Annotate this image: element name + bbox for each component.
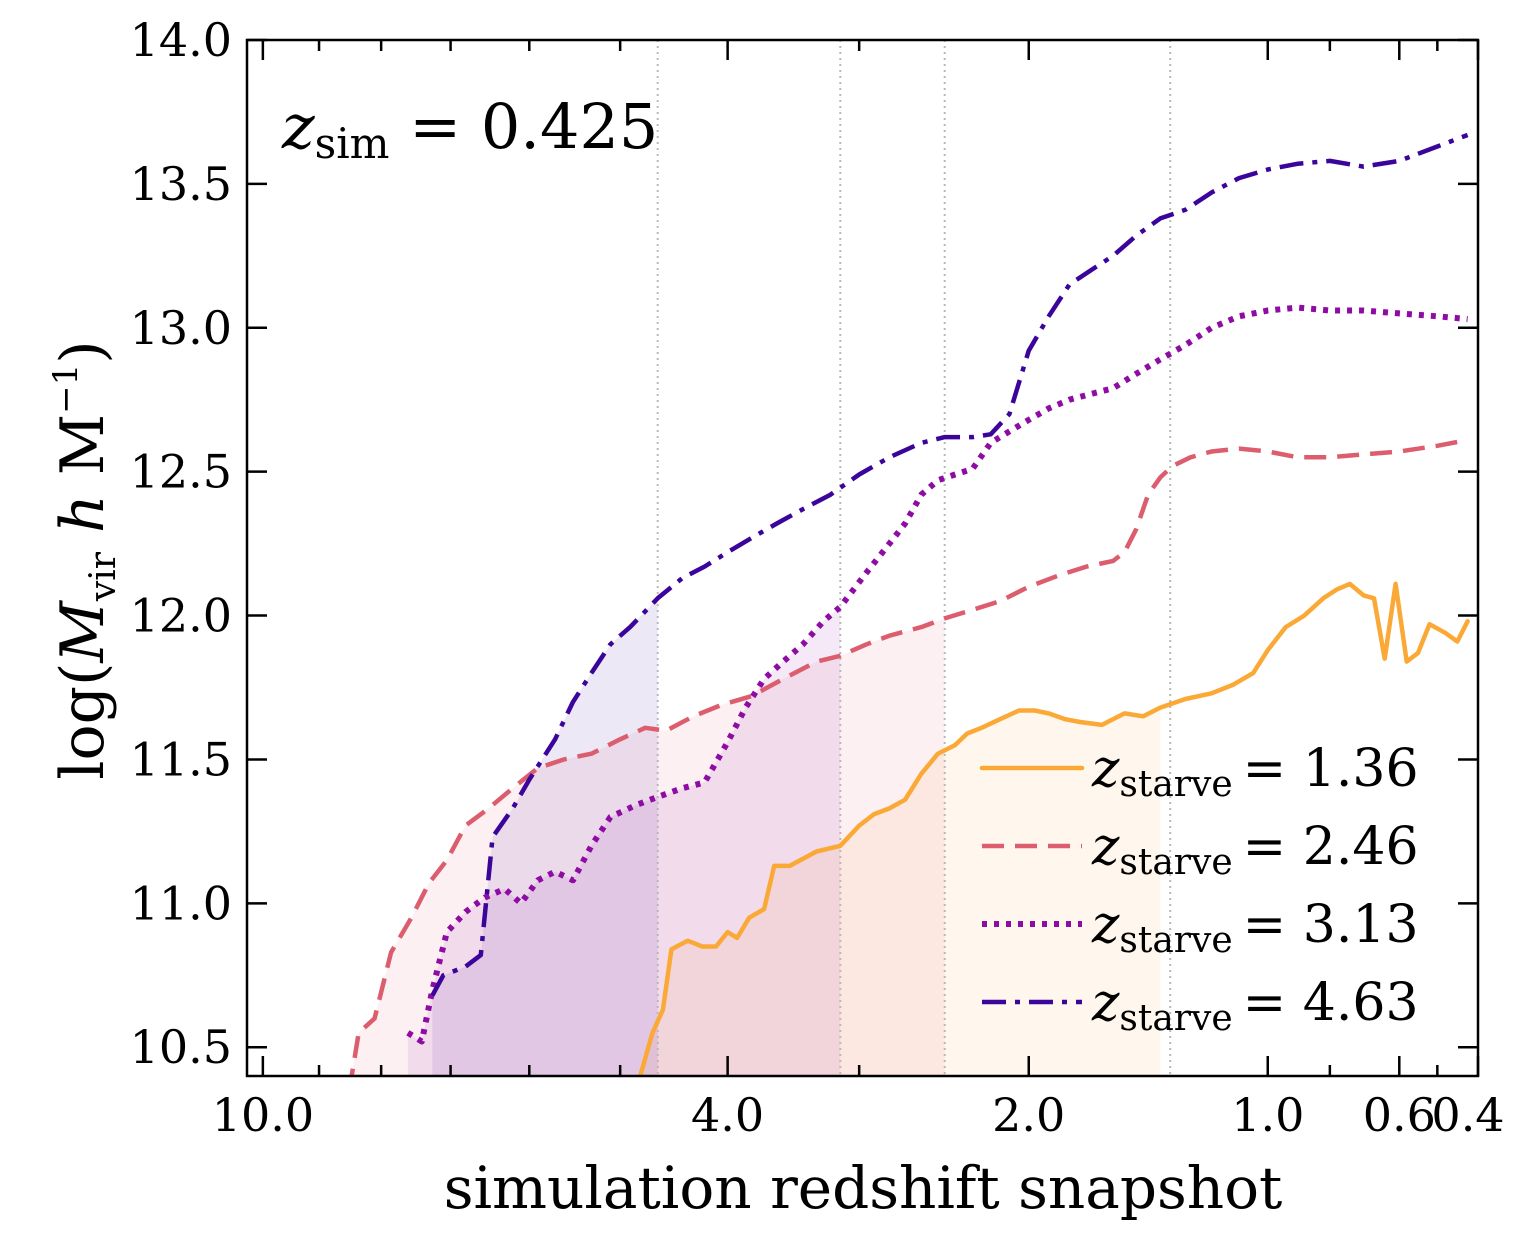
shaded-region — [432, 598, 658, 1076]
legend-label: zstarve = 4.63 — [1091, 973, 1419, 1039]
y-tick-label: 14.0 — [130, 13, 232, 67]
legend: zstarve = 1.36 zstarve = 2.46 zstarve = 3.13 z… — [979, 739, 1419, 1039]
x-axis-title: simulation redshift snapshot — [444, 1154, 1283, 1222]
y-tick-label: 11.0 — [130, 876, 232, 930]
starvation-redshift-markers — [656, 40, 1172, 1076]
series-line — [430, 132, 1469, 997]
series-line — [406, 304, 1468, 1045]
y-tick-label: 12.0 — [130, 589, 232, 643]
x-tick-label: 1.0 — [1231, 1088, 1304, 1142]
y-tick-label: 12.5 — [130, 445, 232, 499]
x-tick-label: 0.4 — [1431, 1088, 1504, 1142]
legend-label: zstarve = 2.46 — [1091, 817, 1419, 883]
y-tick-label: 11.5 — [130, 732, 232, 786]
plot-frame — [245, 38, 1480, 1078]
simulation-redshift-annotation: zsim = 0.425 — [281, 90, 658, 168]
shaded-region — [349, 618, 945, 1076]
y-tick-label: 10.5 — [130, 1020, 232, 1074]
series-line — [349, 437, 1469, 1076]
x-tick-label: 4.0 — [691, 1088, 764, 1142]
y-tick-labels: 10.5 11.0 11.5 12.0 12.5 13.0 13.5 14.0 — [130, 13, 232, 1074]
x-tick-labels: 10.0 4.0 2.0 1.0 0.60.4 — [212, 1088, 1505, 1142]
x-tick-label: 0.6 — [1363, 1088, 1436, 1142]
shaded-regions — [349, 598, 1161, 1076]
series-line — [637, 581, 1470, 1076]
y-tick-label: 13.0 — [130, 301, 232, 355]
y-axis-title: log(Mvir h M−1) — [46, 340, 124, 779]
x-tick-label: 10.0 — [212, 1088, 314, 1142]
legend-label: zstarve = 1.36 — [1091, 739, 1419, 805]
legend-label: zstarve = 3.13 — [1091, 895, 1419, 961]
series-lines — [349, 132, 1470, 1076]
y-tick-label: 13.5 — [130, 157, 232, 211]
shaded-region — [636, 707, 1161, 1076]
shaded-region — [407, 606, 841, 1076]
axis-ticks — [247, 38, 1480, 1076]
x-tick-label: 2.0 — [992, 1088, 1065, 1142]
